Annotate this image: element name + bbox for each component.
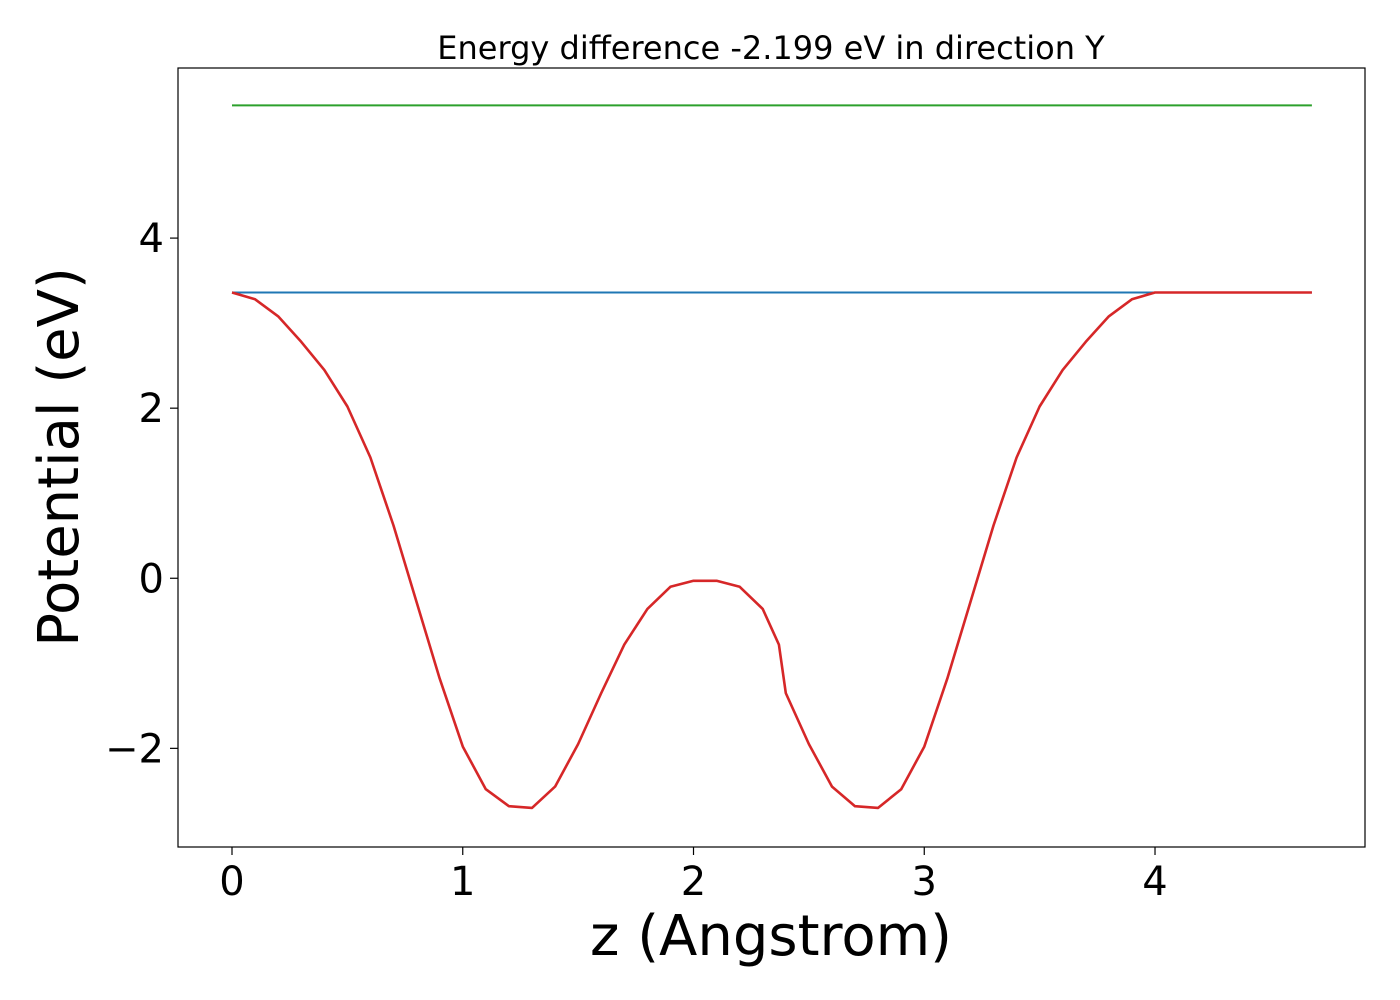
x-tick-label: 4 xyxy=(1142,859,1167,905)
plot-area xyxy=(177,67,1366,848)
x-tick-label: 0 xyxy=(219,859,244,905)
y-axis-ticks: −2 0 2 4 xyxy=(105,216,178,772)
red-potential-curve xyxy=(231,291,1312,810)
y-tick-label: −2 xyxy=(105,726,164,772)
y-tick-label: 0 xyxy=(139,556,164,602)
x-axis-ticks: 0 1 2 3 4 xyxy=(219,847,1168,905)
x-tick-label: 1 xyxy=(450,859,475,905)
y-tick-label: 2 xyxy=(139,386,164,432)
x-tick-label: 2 xyxy=(681,859,706,905)
y-axis-label: Potential (eV) xyxy=(27,267,92,647)
y-tick-label: 4 xyxy=(139,216,164,262)
x-tick-label: 3 xyxy=(912,859,937,905)
x-axis-label: z (Angstrom) xyxy=(590,904,952,969)
chart-title: Energy difference -2.199 eV in direction… xyxy=(437,29,1105,67)
series-layer xyxy=(231,104,1312,810)
